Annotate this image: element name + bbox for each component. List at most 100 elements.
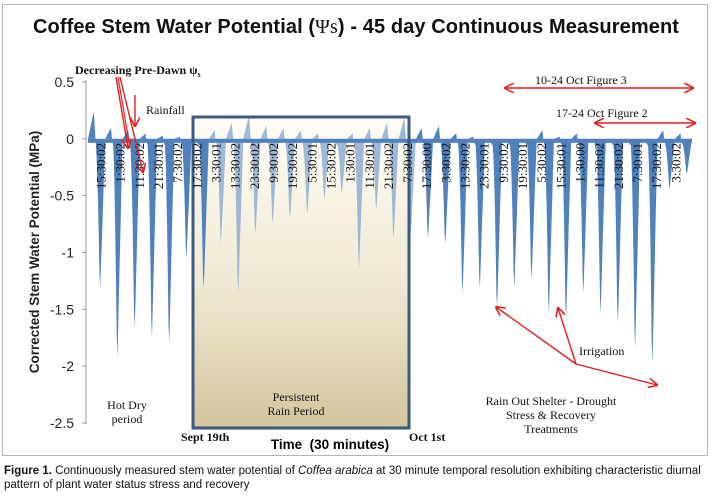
series-day-cycle [329,138,347,194]
x-tick-label: 13:30:02 [458,143,473,189]
x-tick-label: 11:30:02 [592,143,607,189]
series-day-cycle [139,133,158,338]
rain-period-box [191,115,411,430]
annotation-irrigation: Irrigation [579,344,624,358]
series-day-cycle [588,138,606,313]
y-tick-label: -2.5 [50,415,74,431]
annotation-oct-1: Oct 1st [409,430,445,444]
x-tick-label: 5:30:02 [534,143,549,183]
x-tick-label: 23:30:02 [247,143,262,189]
x-tick-label: 19:30:02 [285,143,300,189]
x-tick-label: 1:30:01 [343,143,358,183]
zero-baseline-band [88,138,692,143]
title-prefix: Coffee Stem Water Potential ( [32,16,316,38]
series-day-cycle [105,128,123,358]
pre-dawn-arrow-1b [117,76,131,149]
series-day-cycle [640,138,658,363]
x-tick-label: 23:30:01 [477,143,492,189]
caption-label: Figure 1. [4,465,52,477]
series-day-cycle [295,130,313,214]
series-day-cycle [450,133,468,293]
x-tick-label: 15:30:02 [94,143,109,189]
series-day-cycle [622,138,641,348]
series-day-cycle [467,136,485,288]
annotation-rain-period-2: Rain Period [268,404,325,418]
annotation-sept-19: Sept 19th [181,430,230,444]
series-day-cycle [260,125,278,224]
series-day-cycle [657,130,675,189]
x-tick-label: 21:30:02 [611,143,626,189]
y-tick-label: 0 [66,131,74,147]
annotation-fig3: 10-24 Oct Figure 3 [535,73,627,87]
x-tick-label: 17:30:02 [189,143,204,189]
series-day-cycle [484,138,503,308]
series-day-cycle [519,138,537,279]
annotation-hot-dry-2: period [112,412,143,426]
series-day-cycle [88,111,106,288]
x-tick-label: 7:30:01 [630,143,645,183]
series-day-cycle [122,130,140,328]
chart-title: Coffee Stem Water Potential (Ψs) - 45 da… [0,16,712,39]
annotation-fig2: 17-24 Oct Figure 2 [556,106,648,120]
title-psi-symbol: Ψs [315,16,338,38]
caption-text-1: Continuously measured stem water potenti… [51,465,299,477]
x-tick-label: 1:30:02 [113,143,128,183]
x-tick-label: 1:30:00 [573,143,588,183]
series-day-cycle [364,128,382,209]
title-suffix: ) - 45 day Continuous Measurement [337,16,680,38]
irrigation-arrow-1 [496,307,577,365]
y-tick-label: 0.5 [55,74,75,90]
series-day-cycle [571,133,589,293]
x-tick-label: 17:30:00 [419,143,434,189]
series-day-cycle [433,125,451,244]
x-tick-label: 3:30:01 [209,143,224,183]
y-tick-label: -0.5 [50,188,74,204]
x-tick-label: 11:30:02 [132,143,147,189]
annotation-shelter-3: Treatments [524,422,578,436]
series-day-cycle [312,133,330,199]
x-tick-label: 7:30:02 [170,143,185,183]
series-day-cycle [381,122,399,239]
pre-dawn-arrow-1 [115,76,128,148]
x-tick-label: 3:30:02 [438,143,453,183]
x-tick-label: 17:30:02 [649,143,664,189]
x-tick-label: 13:30:02 [228,143,243,189]
caption-species: Coffea arabica [298,465,373,477]
irrigation-arrow-3 [575,363,657,385]
annotation-shelter-1: Rain Out Shelter - Drought [486,394,617,408]
series-day-cycle [398,117,416,234]
series-day-cycle [415,128,434,239]
x-tick-label: 7:30:02 [400,143,415,183]
x-tick-label: 9:30:02 [496,143,511,183]
x-tick-label: 21:30:01 [151,143,166,189]
annotation-rain-period-1: Persistent [273,390,320,404]
series-day-cycle [674,133,692,174]
x-tick-label: 9:30:02 [266,143,281,183]
series-day-cycle [174,136,192,259]
chart-svg: 0.5 0 -0.5 -1 -1.5 -2 -2.5 15:30:02 1:30:02 11:3… [27,63,712,452]
series-day-cycle [536,130,554,313]
series-day-cycle [346,133,365,269]
y-tick-label: -2 [62,358,75,374]
y-tick-label: -1.5 [50,301,74,317]
series-day-cycle [553,136,572,318]
x-axis-label: Time (30 minutes) [271,437,389,452]
figure-caption: Figure 1. Continuously measured stem wat… [4,464,708,492]
x-tick-label: 21:30:02 [381,143,396,189]
irrigation-arrow-2 [558,308,577,365]
series-day-cycle [191,138,209,288]
x-tick-label: 19:30:01 [515,143,530,189]
x-tick-label: 5:30:01 [304,143,319,183]
x-tick-label: 11:30:01 [362,143,377,189]
series-day-cycle [605,138,623,323]
y-axis-label: Corrected Stem Water Potential (MPa) [27,131,42,374]
annotation-pre-dawn: Decreasing Pre-Dawn ψs [75,63,201,79]
annotation-hot-dry-1: Hot Dry [107,398,147,412]
series-day-cycle [502,138,520,288]
y-tick-label: -1 [62,245,75,261]
series-stem-water-potential [88,111,692,363]
series-day-cycle [208,130,227,244]
x-tick-label: 3:30:02 [668,143,683,183]
series-day-cycle [277,128,296,219]
series-day-cycle [243,115,261,234]
